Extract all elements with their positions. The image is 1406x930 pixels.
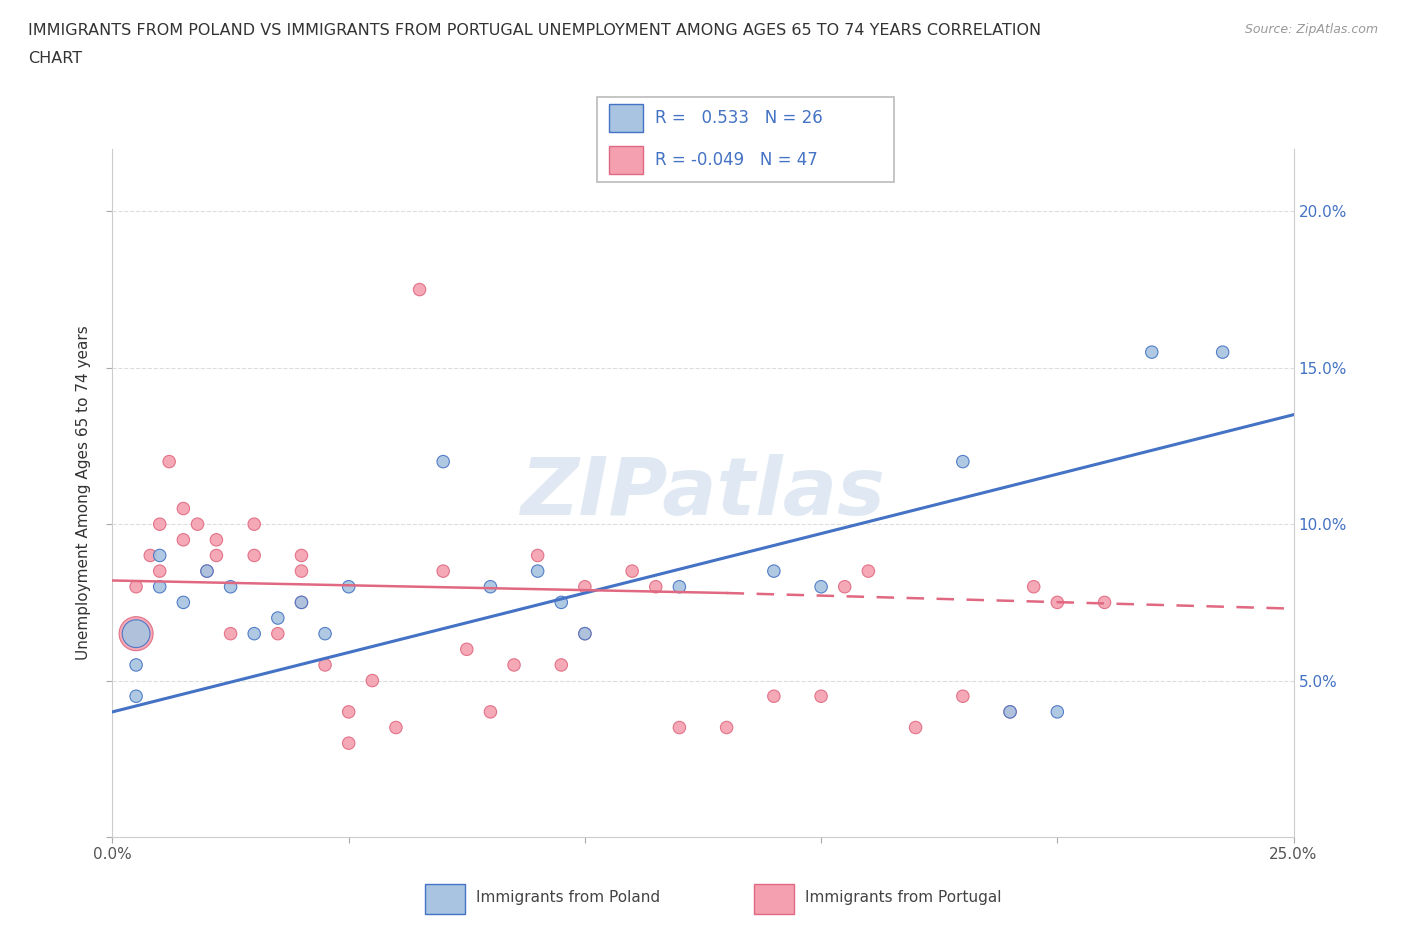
Bar — [754, 884, 794, 913]
Point — [314, 626, 336, 641]
Point — [432, 564, 454, 578]
Point — [1140, 345, 1163, 360]
Point — [219, 579, 242, 594]
Point — [149, 564, 172, 578]
Text: Immigrants from Portugal: Immigrants from Portugal — [804, 890, 1001, 905]
FancyBboxPatch shape — [609, 104, 643, 132]
Point — [644, 579, 666, 594]
Text: IMMIGRANTS FROM POLAND VS IMMIGRANTS FROM PORTUGAL UNEMPLOYMENT AMONG AGES 65 TO: IMMIGRANTS FROM POLAND VS IMMIGRANTS FRO… — [28, 23, 1042, 38]
Point — [621, 564, 644, 578]
Bar — [425, 884, 465, 913]
FancyBboxPatch shape — [609, 146, 643, 174]
Point — [149, 548, 172, 563]
Point — [125, 689, 148, 704]
Point — [952, 689, 974, 704]
Point — [526, 564, 548, 578]
Point — [172, 532, 194, 547]
Point — [550, 595, 572, 610]
Point — [205, 532, 228, 547]
Point — [574, 579, 596, 594]
Point — [243, 517, 266, 532]
Text: Immigrants from Poland: Immigrants from Poland — [475, 890, 659, 905]
Text: CHART: CHART — [28, 51, 82, 66]
Point — [314, 658, 336, 672]
Point — [172, 501, 194, 516]
Point — [834, 579, 856, 594]
Point — [290, 548, 312, 563]
Point — [668, 720, 690, 735]
Point — [219, 626, 242, 641]
Point — [762, 564, 785, 578]
Text: R =   0.533   N = 26: R = 0.533 N = 26 — [655, 109, 824, 127]
Point — [290, 595, 312, 610]
Y-axis label: Unemployment Among Ages 65 to 74 years: Unemployment Among Ages 65 to 74 years — [76, 326, 91, 660]
Point — [139, 548, 162, 563]
Point — [998, 704, 1021, 719]
Point — [479, 579, 502, 594]
Point — [716, 720, 738, 735]
Point — [503, 658, 526, 672]
Point — [149, 579, 172, 594]
Point — [157, 454, 180, 469]
Point — [195, 564, 218, 578]
Point — [858, 564, 880, 578]
Point — [337, 736, 360, 751]
Point — [1022, 579, 1045, 594]
Point — [479, 704, 502, 719]
Point — [186, 517, 208, 532]
Point — [526, 548, 548, 563]
Point — [385, 720, 408, 735]
Point — [337, 579, 360, 594]
Point — [456, 642, 478, 657]
Point — [408, 282, 430, 297]
Text: ZIPatlas: ZIPatlas — [520, 454, 886, 532]
Point — [574, 626, 596, 641]
Point — [550, 658, 572, 672]
Point — [810, 689, 832, 704]
Point — [267, 611, 290, 626]
Point — [267, 626, 290, 641]
Text: Source: ZipAtlas.com: Source: ZipAtlas.com — [1244, 23, 1378, 36]
FancyBboxPatch shape — [596, 97, 894, 182]
Point — [574, 626, 596, 641]
Point — [668, 579, 690, 594]
Point — [290, 564, 312, 578]
Point — [432, 454, 454, 469]
Point — [1046, 595, 1069, 610]
Point — [361, 673, 384, 688]
Point — [1212, 345, 1234, 360]
Point — [904, 720, 927, 735]
Point — [762, 689, 785, 704]
Point — [952, 454, 974, 469]
Point — [149, 517, 172, 532]
Point — [195, 564, 218, 578]
Point — [205, 548, 228, 563]
Point — [125, 626, 148, 641]
Point — [125, 658, 148, 672]
Point — [125, 626, 148, 641]
Point — [1094, 595, 1116, 610]
Point — [337, 704, 360, 719]
Point — [290, 595, 312, 610]
Point — [998, 704, 1021, 719]
Point — [810, 579, 832, 594]
Point — [125, 579, 148, 594]
Point — [243, 548, 266, 563]
Text: R = -0.049   N = 47: R = -0.049 N = 47 — [655, 151, 818, 169]
Point — [172, 595, 194, 610]
Point — [1046, 704, 1069, 719]
Point — [243, 626, 266, 641]
